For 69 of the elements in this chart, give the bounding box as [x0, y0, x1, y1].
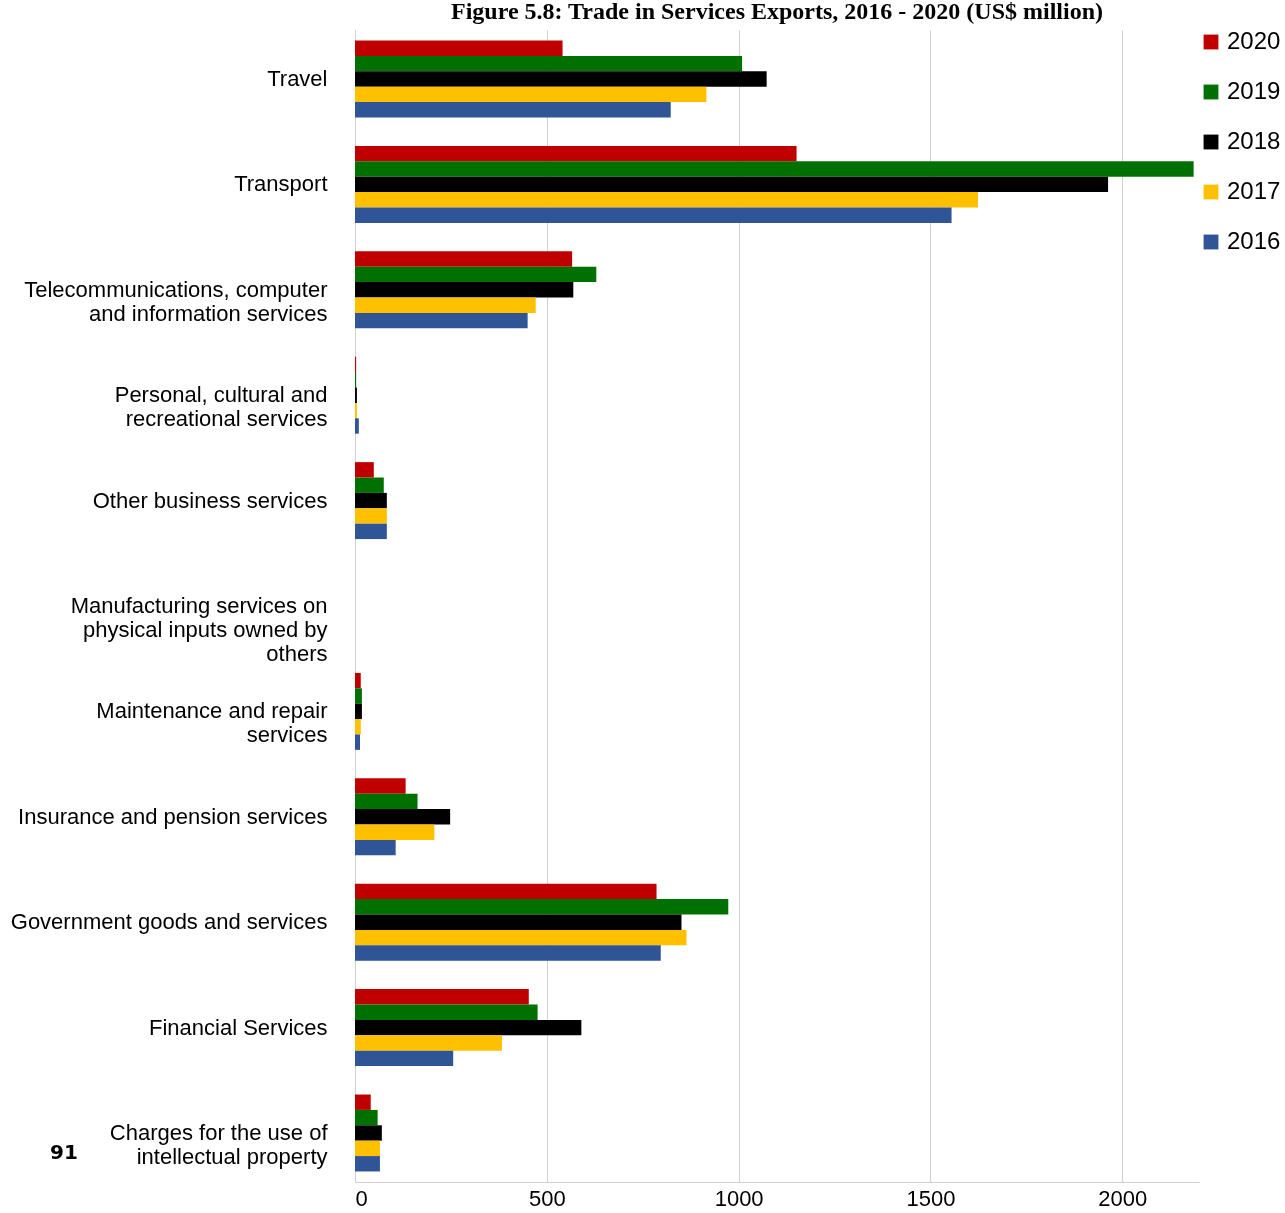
bar — [355, 734, 360, 750]
bar — [355, 523, 387, 540]
bar — [355, 1094, 371, 1110]
y-tick-label: Travel — [267, 66, 328, 92]
bar — [355, 86, 707, 103]
bar — [355, 883, 657, 900]
y-tick-label: Other business services — [92, 487, 328, 513]
bar — [355, 282, 574, 298]
bar — [355, 102, 671, 118]
bar — [355, 71, 767, 87]
bar — [355, 899, 729, 915]
y-tick-label: Financial Services — [148, 1014, 328, 1040]
bar — [355, 914, 682, 930]
bar — [355, 1004, 538, 1020]
legend-label: 2018 — [1227, 127, 1281, 154]
chart-title: Figure 5.8: Trade in Services Exports, 2016 - 2020 (US$ million) — [451, 0, 1103, 24]
bar — [355, 508, 387, 524]
bar — [355, 839, 396, 856]
y-tick-label: Telecommunications, computer and information services — [24, 276, 328, 326]
bar — [355, 719, 361, 735]
bar — [355, 207, 952, 223]
bar — [355, 145, 797, 162]
x-tick-label: 1000 — [714, 1185, 764, 1211]
y-tick-label: Insurance and pension services — [18, 803, 328, 829]
legend-label: 2016 — [1227, 227, 1281, 254]
bar — [355, 1050, 454, 1067]
x-tick-label: 0 — [355, 1185, 368, 1211]
text: 91 — [50, 1140, 78, 1164]
x-tick-label: 500 — [528, 1185, 566, 1211]
bar — [355, 477, 384, 493]
bar — [355, 297, 536, 313]
legend-label: 2019 — [1227, 77, 1281, 104]
bar — [355, 778, 406, 794]
bar — [355, 55, 743, 72]
bar — [355, 1019, 582, 1036]
legend-label: 2017 — [1227, 177, 1281, 204]
bar — [355, 793, 418, 810]
bar — [355, 161, 1194, 177]
bar — [355, 1109, 378, 1126]
legend-label: 2020 — [1227, 27, 1281, 54]
bar — [355, 945, 661, 961]
y-tick-label: Charges for the use of intellectual property — [109, 1119, 329, 1169]
x-tick-label: 1500 — [906, 1185, 956, 1211]
bar — [355, 809, 451, 825]
bar — [355, 266, 597, 283]
y-tick-label: Government goods and services — [10, 909, 328, 935]
x-tick-label: 2000 — [1098, 1185, 1148, 1211]
y-tick-label: Maintenance and repair services — [96, 698, 328, 748]
bar — [355, 688, 362, 704]
bar — [355, 176, 1109, 193]
y-tick-label: Personal, cultural and recreational services — [114, 382, 328, 432]
bar — [355, 929, 687, 946]
bar — [355, 192, 979, 208]
y-tick-label: Manufacturing services on physical inputs owned by others — [70, 593, 328, 666]
bar — [355, 418, 359, 434]
bar — [355, 1035, 502, 1051]
bar — [355, 703, 362, 720]
y-tick-label: Transport — [234, 171, 328, 197]
bar — [355, 492, 387, 509]
bar — [355, 672, 361, 689]
bar — [355, 989, 529, 1005]
bar — [355, 312, 528, 329]
bar — [355, 251, 573, 267]
bar — [355, 40, 563, 56]
bar — [355, 1125, 382, 1141]
bar — [355, 1140, 380, 1157]
bar — [355, 1156, 380, 1172]
bar — [355, 462, 374, 478]
bar — [355, 824, 435, 840]
